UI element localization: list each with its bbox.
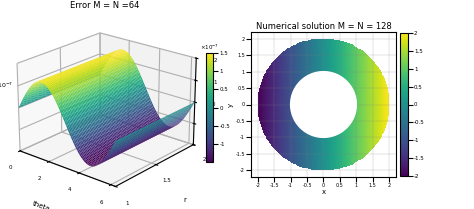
X-axis label: x: x <box>321 189 326 195</box>
Title: $\times10^{-7}$: $\times10^{-7}$ <box>200 43 219 52</box>
Title: Error M = N =64: Error M = N =64 <box>70 1 139 10</box>
Y-axis label: r: r <box>183 197 187 203</box>
Y-axis label: y: y <box>228 102 234 107</box>
X-axis label: theta: theta <box>32 200 51 209</box>
Text: $\times10^{-7}$: $\times10^{-7}$ <box>0 81 13 90</box>
Title: Numerical solution M = N = 128: Numerical solution M = N = 128 <box>255 22 392 32</box>
Polygon shape <box>291 72 356 137</box>
